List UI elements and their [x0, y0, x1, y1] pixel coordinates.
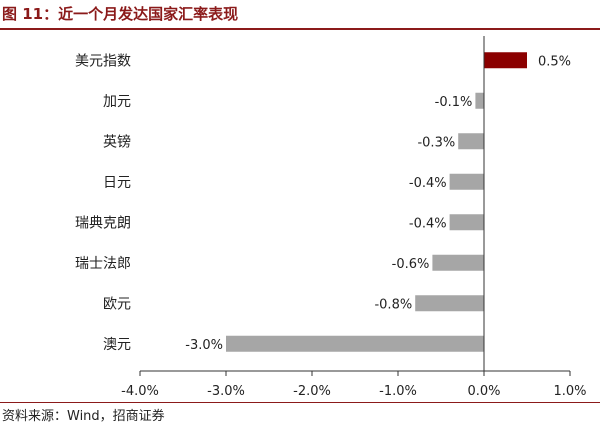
bar: [484, 52, 527, 69]
x-tick-label: -2.0%: [293, 384, 331, 399]
category-label: 澳元: [103, 337, 131, 353]
data-label: -0.4%: [409, 216, 447, 231]
x-tick-label: -4.0%: [121, 384, 159, 399]
data-label: -0.4%: [409, 176, 447, 191]
x-tick-label: 0.0%: [467, 384, 500, 399]
bar: [475, 92, 484, 109]
category-label: 加元: [103, 94, 131, 110]
data-label: -0.3%: [417, 135, 455, 150]
x-tick-label: -1.0%: [379, 384, 417, 399]
data-label: 0.5%: [538, 54, 571, 69]
data-label: -0.1%: [435, 95, 473, 110]
source-divider: [0, 402, 600, 403]
bar: [432, 254, 484, 271]
title-bar: 图 11：近一个月发达国家汇率表现: [0, 0, 600, 30]
category-label: 日元: [103, 175, 131, 191]
bar-chart: 美元指数 0.5% 加元 -0.1% 英镑 -0.3% 日元 -0.4% 瑞典克朗 -0.4% 瑞士…: [75, 36, 587, 399]
bar: [449, 173, 484, 190]
category-label: 瑞典克朗: [75, 215, 131, 231]
category-label: 美元指数: [75, 53, 131, 69]
bar: [415, 295, 484, 312]
x-tick-label: -3.0%: [207, 384, 245, 399]
bar: [458, 133, 484, 150]
chart-title: 图 11：近一个月发达国家汇率表现: [2, 5, 239, 23]
category-label: 欧元: [103, 296, 131, 312]
data-label: -0.6%: [392, 257, 430, 272]
source-note: 资料来源：Wind，招商证券: [2, 409, 165, 424]
category-label: 瑞士法郎: [75, 256, 131, 272]
category-label: 英镑: [103, 133, 131, 150]
bar: [449, 214, 484, 231]
x-tick-label: 1.0%: [553, 384, 586, 399]
title-divider: [0, 28, 600, 30]
data-label: -3.0%: [185, 338, 223, 353]
bar: [226, 335, 484, 352]
data-label: -0.8%: [374, 297, 412, 312]
